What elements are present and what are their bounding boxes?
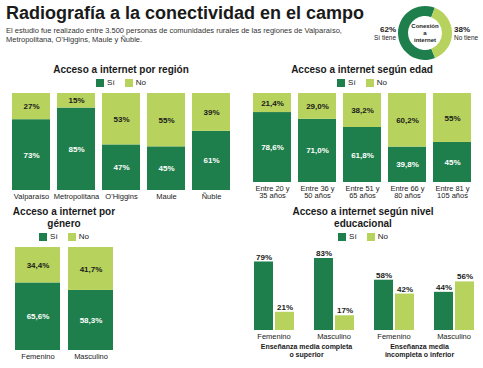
html-text:Enseñanza media incompleta o i: Enseñanza media incompleta o inferior <box>384 343 455 358</box>
svg-text:58,3%: 58,3% <box>80 316 103 325</box>
svg-text:53%: 53% <box>113 115 129 124</box>
svg-text:56%: 56% <box>457 272 473 281</box>
svg-text:Masculino: Masculino <box>317 332 351 341</box>
svg-text:61%: 61% <box>203 156 219 165</box>
svg-text:79%: 79% <box>256 253 272 262</box>
svg-text:Conexiónainternet: Conexiónainternet <box>411 23 439 43</box>
svg-text:38%No tiene: 38%No tiene <box>454 25 479 41</box>
svg-text:45%: 45% <box>444 158 460 167</box>
svg-text:73%: 73% <box>23 151 39 160</box>
svg-text:Maule: Maule <box>156 192 176 201</box>
html-text:Enseñanza media completa o sup: Enseñanza media completa o superior <box>260 343 353 358</box>
html-text:Sí: Sí <box>348 78 356 87</box>
svg-text:55%: 55% <box>158 116 174 125</box>
svg-text:Entre 66 y80 años: Entre 66 y80 años <box>390 184 424 201</box>
html-text:El estudio fue realizado entre: El estudio fue realizado entre 3.500 per… <box>6 26 342 44</box>
html-text:No: No <box>78 232 89 241</box>
html-text:Sí: Sí <box>107 78 115 87</box>
svg-text:61,8%: 61,8% <box>351 151 374 160</box>
svg-text:65,6%: 65,6% <box>27 312 50 321</box>
svg-text:34,4%: 34,4% <box>27 261 50 270</box>
svg-text:Entre 36 y50 años: Entre 36 y50 años <box>300 184 334 201</box>
svg-text:38,2%: 38,2% <box>351 106 374 115</box>
html-text:Sí: Sí <box>349 232 357 241</box>
svg-text:41,7%: 41,7% <box>80 265 103 274</box>
svg-text:58%: 58% <box>376 271 392 280</box>
html-text:No: No <box>376 78 387 87</box>
svg-text:Entre 51 y65 años: Entre 51 y65 años <box>345 184 379 201</box>
svg-text:Entre 81 y105 años: Entre 81 y105 años <box>435 184 469 201</box>
svg-text:15%: 15% <box>68 96 84 105</box>
svg-text:62%Sí tiene: 62%Sí tiene <box>374 25 396 41</box>
svg-text:45%: 45% <box>158 164 174 173</box>
html-text:No: No <box>377 232 388 241</box>
html-text:Acceso a internet según nivel: Acceso a internet según nivel educaciona… <box>292 206 434 229</box>
svg-text:42%: 42% <box>397 285 413 294</box>
svg-text:Masculino: Masculino <box>437 332 471 341</box>
html-text:Sí: Sí <box>50 232 58 241</box>
svg-text:83%: 83% <box>316 249 332 258</box>
svg-text:O'Higgins: O'Higgins <box>105 192 138 201</box>
svg-text:55%: 55% <box>444 114 460 123</box>
svg-text:21%: 21% <box>277 303 293 312</box>
svg-text:29,0%: 29,0% <box>306 102 329 111</box>
svg-text:39%: 39% <box>203 108 219 117</box>
svg-text:71,0%: 71,0% <box>306 146 329 155</box>
html-text:Acceso a internet por región: Acceso a internet por región <box>53 64 189 75</box>
svg-text:Metropolitana: Metropolitana <box>54 192 100 201</box>
svg-text:60,2%: 60,2% <box>396 116 419 125</box>
svg-text:Femenino: Femenino <box>21 352 54 361</box>
svg-text:Entre 20 y35 años: Entre 20 y35 años <box>255 184 289 201</box>
svg-text:44%: 44% <box>436 283 452 292</box>
html-text:Acceso a internet por género: Acceso a internet por género <box>12 206 116 229</box>
svg-text:47%: 47% <box>113 163 129 172</box>
svg-text:Femenino: Femenino <box>377 332 410 341</box>
svg-text:Ñuble: Ñuble <box>202 192 222 201</box>
svg-text:85%: 85% <box>68 145 84 154</box>
svg-text:Masculino: Masculino <box>74 352 108 361</box>
svg-text:17%: 17% <box>337 306 353 315</box>
svg-text:39,8%: 39,8% <box>396 160 419 169</box>
svg-text:Femenino: Femenino <box>257 332 290 341</box>
html-text:No: No <box>135 78 146 87</box>
svg-text:21,4%: 21,4% <box>261 99 284 108</box>
svg-text:27%: 27% <box>23 102 39 111</box>
html-text:Radiografía a la conectividad: Radiografía a la conectividad en el camp… <box>6 3 365 23</box>
svg-text:78,6%: 78,6% <box>261 143 284 152</box>
html-text:Acceso a internet según edad: Acceso a internet según edad <box>291 64 433 75</box>
svg-text:Valparaíso: Valparaíso <box>14 192 49 201</box>
